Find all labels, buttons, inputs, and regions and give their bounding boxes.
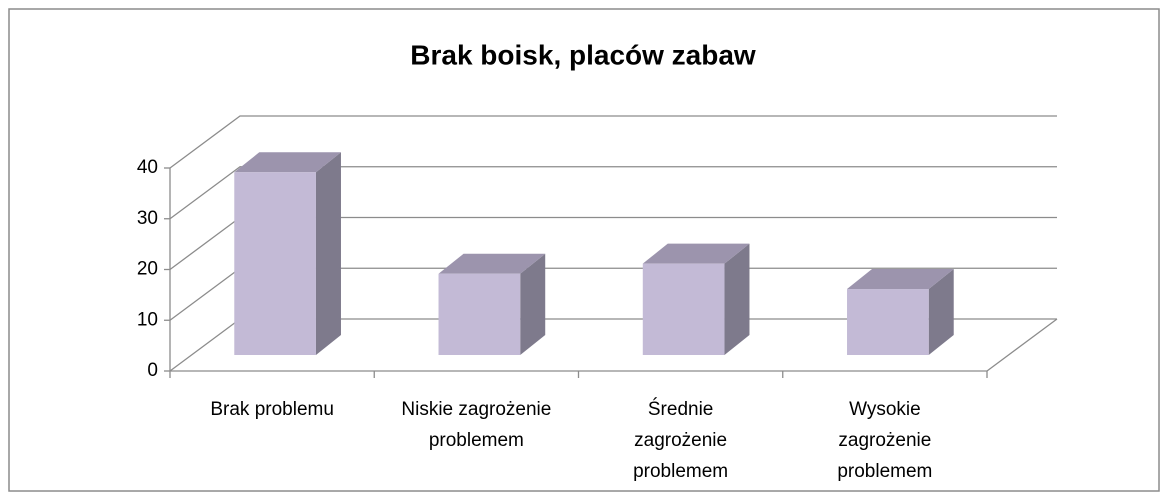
y-tick-label: 10 xyxy=(137,309,158,330)
bar-top xyxy=(234,152,341,173)
x-tick-label: problemem xyxy=(429,430,524,451)
x-tick-label: Niskie zagrożenie xyxy=(401,399,551,420)
grid-line xyxy=(169,166,1057,220)
x-tick-label: Średnie xyxy=(648,398,714,420)
x-tick-label: problemem xyxy=(837,461,932,482)
bar-top xyxy=(642,243,750,264)
bar-front xyxy=(847,289,929,355)
bar-front xyxy=(642,263,725,355)
y-tick-label: 0 xyxy=(147,360,158,381)
bar xyxy=(847,269,954,355)
bar xyxy=(438,253,546,355)
bar-top xyxy=(847,269,954,290)
y-tick-label: 30 xyxy=(137,208,158,229)
y-tick-label: 20 xyxy=(137,259,158,280)
bar-side xyxy=(724,243,750,355)
bar xyxy=(642,243,750,355)
x-tick-label: Wysokie xyxy=(849,399,921,420)
x-tick-label: zagrożenie xyxy=(634,430,727,451)
bar-front xyxy=(438,273,521,355)
bar-side xyxy=(315,152,341,355)
x-tick-label: zagrożenie xyxy=(838,430,931,451)
grid-line xyxy=(169,115,1057,169)
x-tick-label: problemem xyxy=(633,461,728,482)
chart-frame xyxy=(8,8,1160,492)
bar-top xyxy=(438,253,546,274)
x-tick-label: Brak problemu xyxy=(210,399,334,420)
bar-side xyxy=(520,253,546,355)
bar-side xyxy=(928,269,954,355)
chart-title: Brak boisk, placów zabaw xyxy=(410,39,756,70)
bar-front xyxy=(234,172,316,355)
bar xyxy=(234,152,341,355)
y-tick-label: 40 xyxy=(137,157,158,178)
